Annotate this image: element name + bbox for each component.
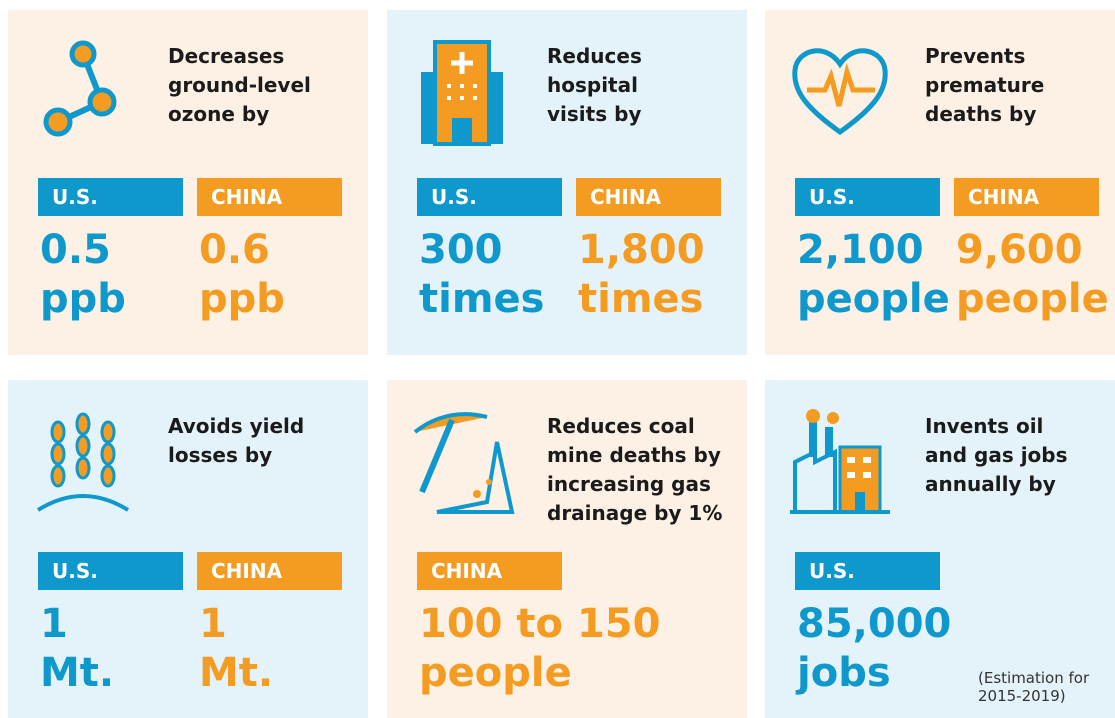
title-line: ozone by <box>168 102 270 126</box>
region-label: CHINA <box>197 552 342 590</box>
region-label: U.S. <box>38 552 183 590</box>
card: Reduces hospital visits by U.S. 300 times CHIN… <box>387 10 747 355</box>
stat-value: people <box>956 276 1109 322</box>
title-line: deaths by <box>925 102 1037 126</box>
card-title: Reduces hospital visits by <box>547 42 642 129</box>
card-title: Decreases ground-level ozone by <box>168 42 311 129</box>
card: Avoids yield losses by U.S. 1 Mt. CHINA 1 Mt. <box>8 380 368 718</box>
region-label: CHINA <box>417 552 562 590</box>
title-line: Reduces coal <box>547 414 695 438</box>
region-label: U.S. <box>795 552 940 590</box>
wheat-icon <box>36 412 130 512</box>
stat-value: people <box>797 276 950 322</box>
title-line: annually by <box>925 472 1056 496</box>
factory-icon <box>790 409 890 514</box>
card: Prevents premature deaths by U.S. 2,100 peopl… <box>765 10 1115 355</box>
stat-value: 1 <box>40 601 68 647</box>
stat-value: 9,600 <box>956 227 1083 273</box>
footnote: 2015-2019) <box>978 687 1066 705</box>
stat-value: 0.5 <box>40 227 111 273</box>
title-line: Avoids yield <box>168 414 305 438</box>
card: Reduces coal mine deaths by increasing gas… <box>387 380 747 718</box>
title-line: mine deaths by <box>547 443 721 467</box>
card-title: Invents oil and gas jobs annually by <box>925 412 1068 499</box>
stat-value: 1 <box>199 601 227 647</box>
region-label: U.S. <box>795 178 940 216</box>
title-line: hospital <box>547 73 638 97</box>
card: Invents oil and gas jobs annually by U.S. 85… <box>765 380 1115 718</box>
region-label: CHINA <box>197 178 342 216</box>
stat-value: ppb <box>199 276 285 322</box>
card: Decreases ground-level ozone by U.S. 0.5 ppb C… <box>8 10 368 355</box>
stat-value: 300 <box>419 227 503 273</box>
stat-value: Mt. <box>199 650 274 696</box>
pickaxe-icon <box>413 412 515 514</box>
region-label: U.S. <box>38 178 183 216</box>
stat-value: jobs <box>797 650 891 696</box>
title-line: increasing gas <box>547 472 711 496</box>
title-line: Reduces <box>547 44 642 68</box>
stat-value: Mt. <box>40 650 115 696</box>
title-line: Decreases <box>168 44 285 68</box>
stat-value: people <box>419 650 572 696</box>
region-label: U.S. <box>417 178 562 216</box>
title-line: visits by <box>547 102 642 126</box>
region-label: CHINA <box>954 178 1099 216</box>
footnote: (Estimation for <box>978 669 1090 687</box>
molecule-icon <box>43 40 117 137</box>
stat-value: 1,800 <box>578 227 705 273</box>
card-title: Reduces coal mine deaths by increasing gas… <box>547 412 722 528</box>
title-line: losses by <box>168 443 273 467</box>
title-line: premature <box>925 73 1045 97</box>
card-title: Avoids yield losses by <box>168 412 304 470</box>
stat-value: times <box>578 276 704 322</box>
hospital-icon <box>421 40 503 146</box>
title-line: and gas jobs <box>925 443 1068 467</box>
region-label: CHINA <box>576 178 721 216</box>
heart-icon <box>792 48 888 136</box>
stat-value: 85,000 <box>797 601 952 647</box>
stat-value: 0.6 <box>199 227 270 273</box>
title-line: Invents oil <box>925 414 1044 438</box>
stat-value: ppb <box>40 276 126 322</box>
stat-value: times <box>419 276 545 322</box>
stat-value: 100 to 150 <box>419 601 661 647</box>
stat-value: 2,100 <box>797 227 924 273</box>
title-line: drainage by 1% <box>547 501 723 525</box>
title-line: ground-level <box>168 73 311 97</box>
title-line: Prevents <box>925 44 1026 68</box>
card-title: Prevents premature deaths by <box>925 42 1044 129</box>
